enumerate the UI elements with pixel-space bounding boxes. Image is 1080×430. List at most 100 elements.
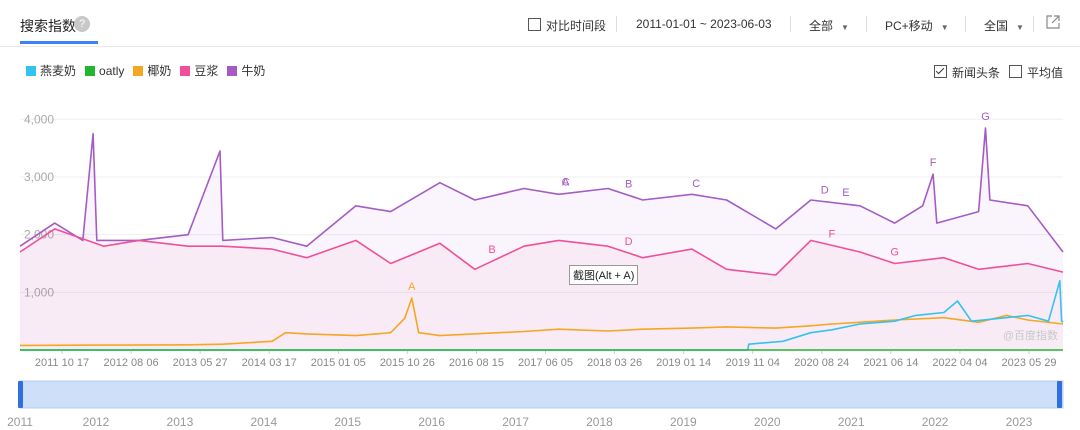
news-label: 新闻头条 <box>952 66 1001 80</box>
series-area <box>20 128 1063 350</box>
divider <box>965 16 966 32</box>
x-tick-label: 2015 10 26 <box>380 357 435 369</box>
navigator-year-label: 2023 <box>1006 415 1033 429</box>
annotation-marker: D <box>625 236 633 248</box>
x-tick-label: 2023 05 29 <box>1001 357 1056 369</box>
legend-swatch <box>85 66 96 76</box>
annotation-marker: C <box>562 176 570 188</box>
news-toggle[interactable]: 新闻头条 <box>934 64 1000 81</box>
legend-swatch <box>26 66 36 76</box>
date-range-picker[interactable]: 2011-01-01 ~ 2023-06-03 <box>636 17 772 31</box>
legend-swatch <box>227 66 238 76</box>
legend-swatch <box>133 66 144 76</box>
device-select[interactable]: PC+移动 ▼ <box>885 17 949 34</box>
external-link-icon[interactable] <box>1046 15 1060 29</box>
navigator-year-label: 2012 <box>83 415 110 429</box>
y-tick-label: 1,000 <box>24 285 54 299</box>
x-tick-label: 2013 05 27 <box>173 357 228 369</box>
scope-value: 全部 <box>809 19 834 33</box>
legend-label: 燕麦奶 <box>40 64 77 78</box>
average-toggle[interactable]: 平均值 <box>1009 64 1063 81</box>
x-tick-label: 2014 03 17 <box>242 357 297 369</box>
series-line <box>19 297 1064 347</box>
device-value: PC+移动 <box>885 19 933 33</box>
divider <box>866 16 867 32</box>
divider <box>616 16 617 32</box>
legend-item[interactable]: 椰奶 <box>133 62 171 79</box>
top-bar: 搜索指数 ? 对比时间段 2011-01-01 ~ 2023-06-03 全部 ▼… <box>0 0 1080 47</box>
legend-item[interactable]: 豆浆 <box>180 62 218 79</box>
range-handle-left <box>18 381 23 408</box>
compare-label: 对比时间段 <box>546 19 607 33</box>
navigator-year-label: 2021 <box>838 415 865 429</box>
y-tick-label: 3,000 <box>24 170 54 184</box>
annotation-marker: B <box>488 244 495 256</box>
annotation-marker: B <box>625 178 632 190</box>
legend-label: 豆浆 <box>194 64 219 78</box>
annotation-marker: G <box>981 111 990 123</box>
annotation-marker: D <box>821 185 829 197</box>
watermark: @百度指数 <box>1003 328 1058 342</box>
news-checkbox[interactable] <box>934 65 947 78</box>
navigator-year-label: 2019 <box>670 415 697 429</box>
legend-item[interactable]: 燕麦奶 <box>26 62 76 79</box>
legend-item[interactable]: 牛奶 <box>227 62 265 79</box>
page-title: 搜索指数 <box>20 18 76 34</box>
y-tick-label: 4,000 <box>24 112 54 126</box>
legend-item[interactable]: oatly <box>85 64 124 78</box>
navigator-year-label: 2013 <box>167 415 194 429</box>
caret-down-icon: ▼ <box>841 23 849 32</box>
annotation-marker: F <box>829 228 836 240</box>
caret-down-icon: ▼ <box>1016 23 1024 32</box>
help-icon[interactable]: ? <box>74 16 90 32</box>
navigator-year-label: 2022 <box>922 415 949 429</box>
annotation-marker: A <box>562 176 570 188</box>
navigator-year-label: 2016 <box>418 415 445 429</box>
divider <box>790 16 791 32</box>
divider <box>1033 16 1034 32</box>
x-tick-label: 2016 08 15 <box>449 357 504 369</box>
navigator-year-label: 2018 <box>586 415 613 429</box>
legend-swatch <box>180 66 191 76</box>
navigator-year-label: 2020 <box>754 415 781 429</box>
x-tick-label: 2021 06 14 <box>863 357 918 369</box>
navigator-year-label: 2014 <box>250 415 277 429</box>
compare-period-toggle[interactable]: 对比时间段 <box>528 17 606 34</box>
x-tick-label: 2019 01 14 <box>656 357 711 369</box>
x-tick-label: 2011 10 17 <box>35 357 89 369</box>
compare-checkbox[interactable] <box>528 18 541 31</box>
x-tick-label: 2017 06 05 <box>518 357 573 369</box>
title-underline <box>20 41 98 44</box>
annotation-marker: C <box>692 178 700 190</box>
x-tick-label: 2019 11 04 <box>726 357 780 369</box>
annotation-marker: G <box>890 246 899 258</box>
navigator-year-label: 2015 <box>334 415 361 429</box>
scope-select[interactable]: 全部 ▼ <box>809 17 849 34</box>
region-value: 全国 <box>984 19 1009 33</box>
series-area <box>20 228 1063 350</box>
x-tick-label: 2022 04 04 <box>932 357 987 369</box>
x-tick-label: 2018 03 26 <box>587 357 642 369</box>
range-handle-right <box>1057 381 1062 408</box>
annotation-marker: F <box>930 157 937 169</box>
range-selector <box>19 380 1064 409</box>
annotation-marker: A <box>408 281 416 293</box>
navigator-year-label: 2011 <box>7 415 33 429</box>
annotation-marker: E <box>842 187 849 199</box>
region-select[interactable]: 全国 ▼ <box>984 17 1024 34</box>
series-line <box>19 127 1064 253</box>
x-tick-label: 2012 08 06 <box>104 357 159 369</box>
legend-label: oatly <box>99 64 125 78</box>
caret-down-icon: ▼ <box>940 23 949 32</box>
series-line <box>19 228 1064 276</box>
x-tick-label: 2015 01 05 <box>311 357 366 369</box>
legend-label: 椰奶 <box>147 64 172 78</box>
average-checkbox[interactable] <box>1009 65 1022 78</box>
series-line <box>20 280 1064 351</box>
chart-legend: 燕麦奶 oatly 椰奶 豆浆 牛奶 <box>26 62 274 79</box>
navigator-year-label: 2017 <box>502 415 529 429</box>
legend-label: 牛奶 <box>241 64 266 78</box>
x-tick-label: 2020 08 24 <box>794 357 849 369</box>
screenshot-tooltip: 截图(Alt + A) <box>569 265 639 285</box>
